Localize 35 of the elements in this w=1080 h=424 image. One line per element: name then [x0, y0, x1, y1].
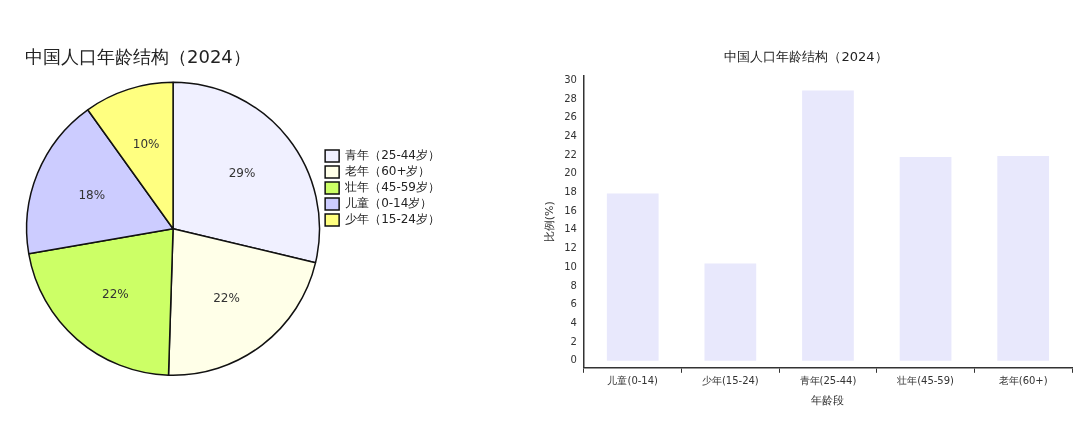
data-label: 10% — [132, 137, 160, 152]
data-label: 18% — [78, 187, 106, 202]
chart-title: 中国人口年龄结构（2024） — [25, 46, 251, 68]
legend-label: 青年（25-44岁） — [345, 148, 441, 163]
y-tick-label: 24 — [564, 129, 577, 141]
legend-label: 儿童（0-14岁） — [345, 196, 433, 211]
chart-title: 中国人口年龄结构（2024） — [724, 49, 888, 65]
y-tick-label: 2 — [570, 335, 577, 347]
y-tick-label: 6 — [570, 298, 577, 310]
y-tick-label: 4 — [570, 316, 577, 328]
legend-label: 少年（15-24岁） — [345, 212, 441, 227]
legend-label: 壮年（45-59岁） — [344, 180, 441, 195]
y-tick-label: 26 — [564, 111, 577, 123]
y-tick-label: 18 — [564, 186, 577, 198]
data-label: 22% — [102, 287, 129, 302]
y-tick-label: 8 — [570, 279, 577, 291]
y-tick-label: 12 — [564, 242, 577, 254]
y-tick-label: 0 — [570, 354, 577, 366]
y-tick-label: 20 — [564, 167, 577, 179]
x-tick-label: 壮年(45-59) — [896, 375, 955, 387]
x-tick-label: 青年(25-44) — [799, 375, 857, 387]
data-label: 22% — [213, 290, 240, 305]
x-tick-label: 老年(60+) — [998, 375, 1048, 387]
y-tick-label: 22 — [564, 148, 577, 160]
y-axis-title: 比例(%) — [543, 201, 557, 243]
legend-label: 老年（60+岁） — [345, 164, 431, 179]
x-tick-label: 儿童(0-14) — [607, 375, 659, 387]
y-tick-label: 10 — [564, 260, 577, 272]
x-tick-label: 少年(15-24) — [701, 375, 759, 387]
x-axis-title: 年龄段 — [811, 394, 845, 408]
data-label: 29% — [228, 166, 256, 181]
y-tick-label: 30 — [564, 73, 577, 85]
y-tick-label: 16 — [564, 204, 577, 216]
y-tick-label: 28 — [564, 92, 577, 104]
y-tick-label: 14 — [564, 223, 577, 235]
